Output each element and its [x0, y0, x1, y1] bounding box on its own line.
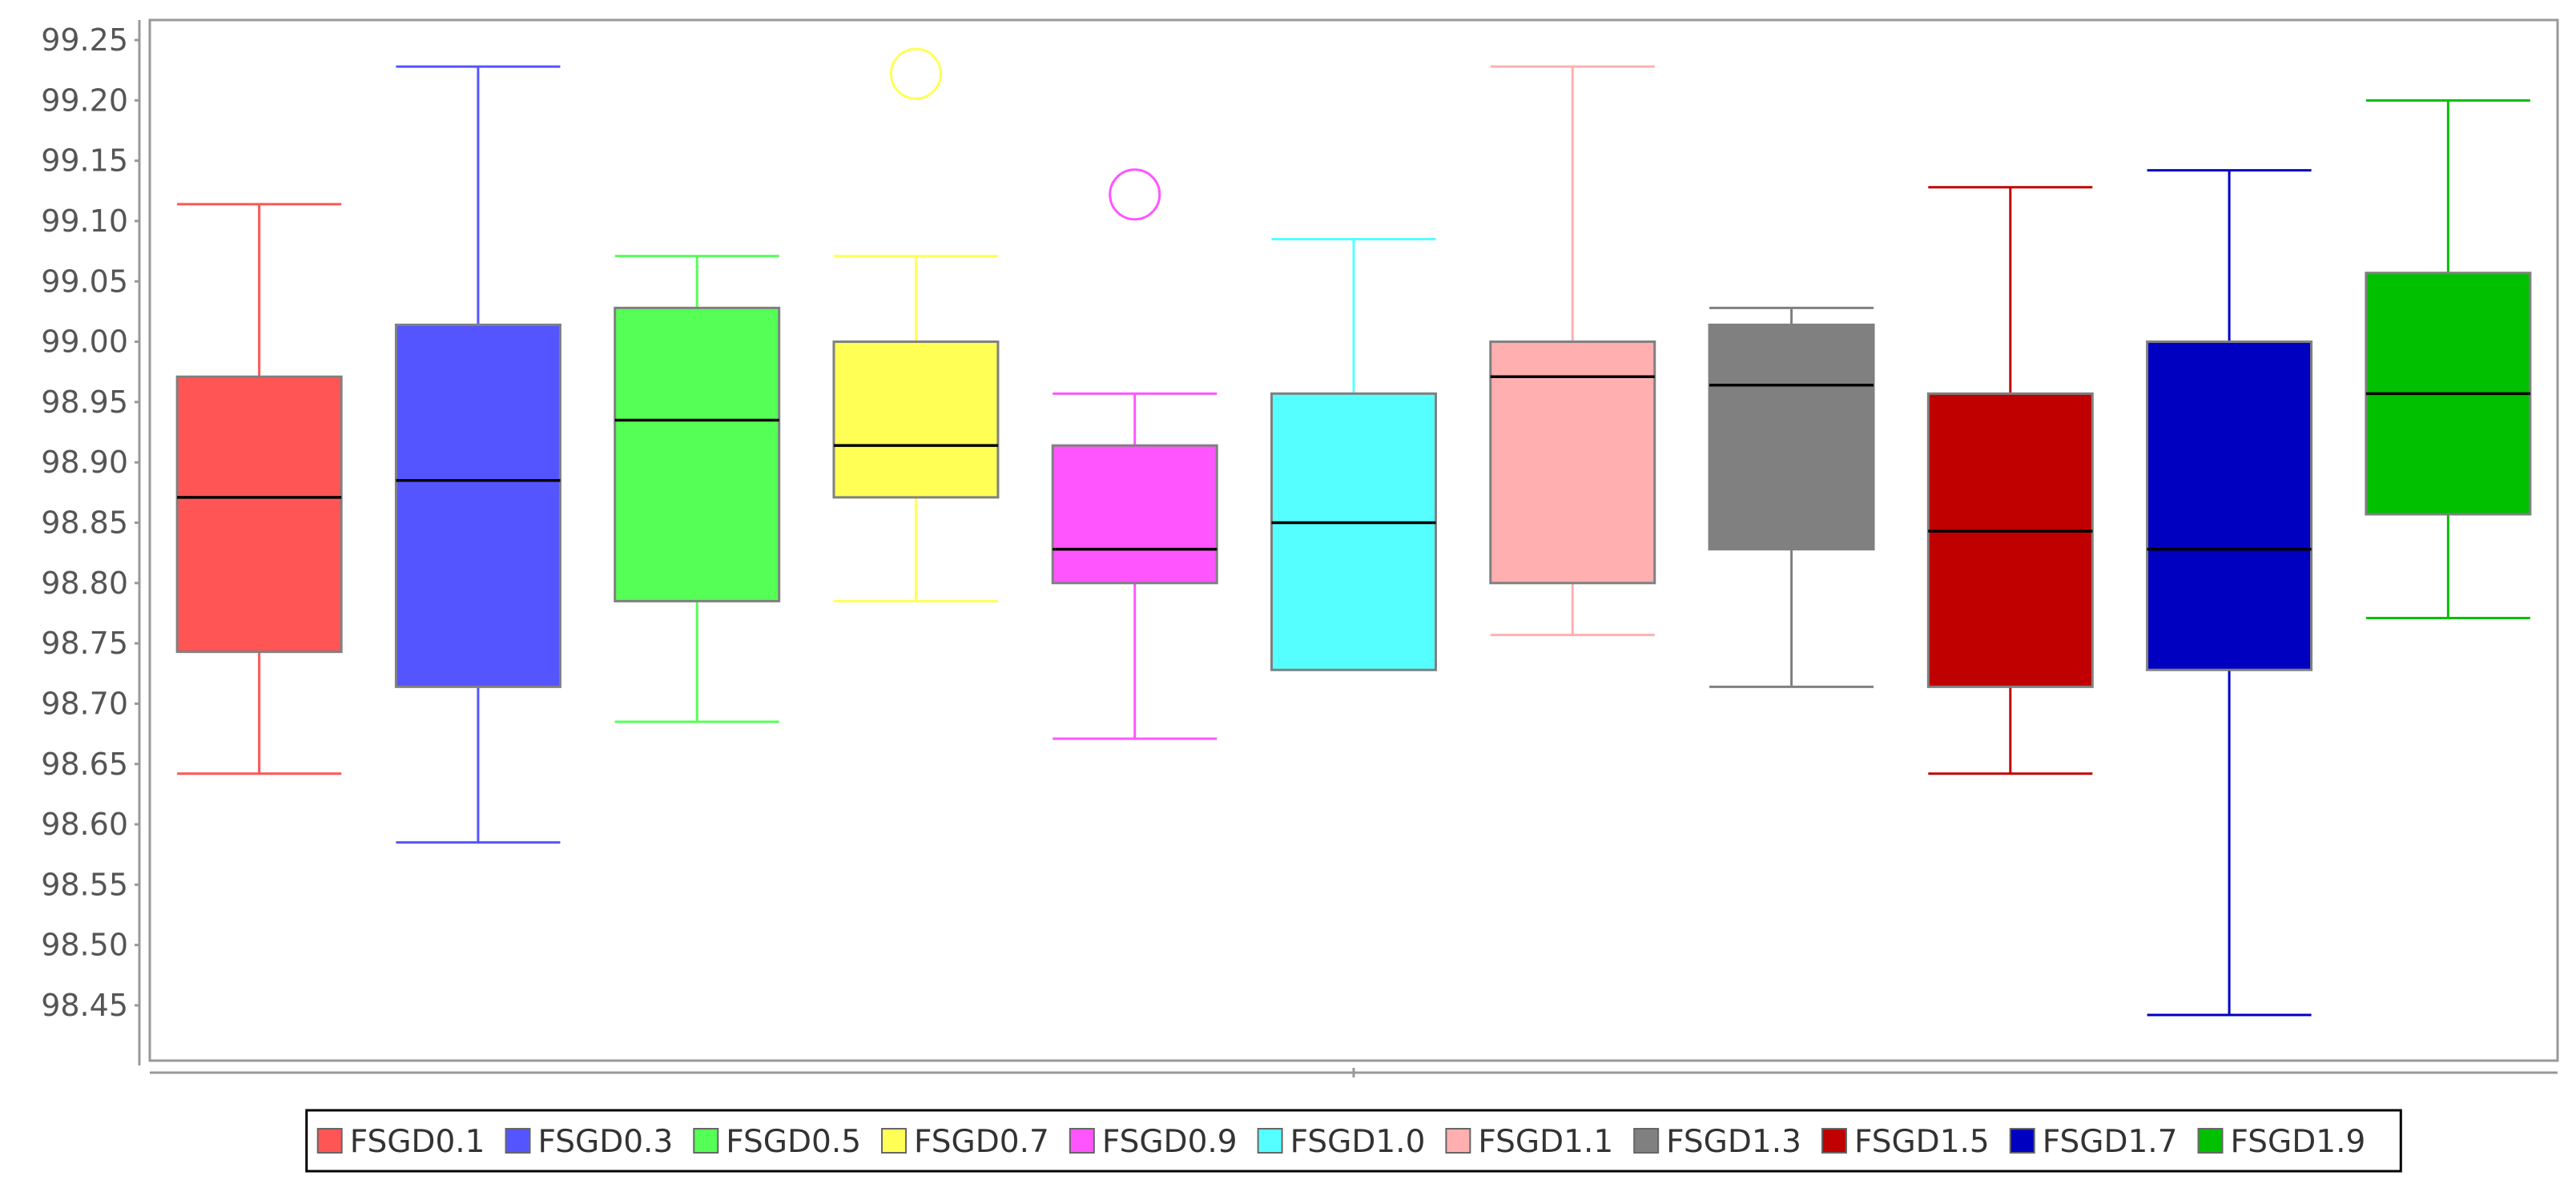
- iqr-box: [832, 340, 1000, 499]
- legend-swatch: [2197, 1128, 2224, 1154]
- iqr-box: [1708, 323, 1875, 551]
- legend-label: FSGD0.1: [350, 1124, 485, 1160]
- box-FSGD0.9: [1051, 168, 1218, 740]
- iqr-box: [175, 375, 343, 654]
- y-tick-label: 98.60: [41, 807, 128, 842]
- y-tick-label: 99.10: [41, 203, 128, 239]
- y-tick-label: 98.75: [41, 626, 128, 661]
- legend-item-FSGD0.5: FSGD0.5: [693, 1124, 861, 1160]
- legend-swatch: [2009, 1128, 2035, 1154]
- legend-label: FSGD0.5: [726, 1124, 861, 1160]
- iqr-box: [1926, 392, 2094, 688]
- legend-swatch: [1069, 1128, 1095, 1154]
- legend-item-FSGD0.1: FSGD0.1: [316, 1124, 485, 1160]
- legend-label: FSGD1.9: [2231, 1124, 2366, 1160]
- y-tick-label: 99.05: [41, 264, 128, 299]
- box-FSGD0.1: [175, 203, 343, 775]
- y-tick-label: 98.95: [41, 385, 128, 420]
- legend-item-FSGD1.1: FSGD1.1: [1445, 1124, 1613, 1160]
- iqr-box: [1051, 444, 1218, 585]
- legend-label: FSGD0.9: [1102, 1124, 1238, 1160]
- legend-item-FSGD1.3: FSGD1.3: [1633, 1124, 1801, 1160]
- legend-swatch: [693, 1128, 719, 1154]
- box-FSGD0.7: [832, 47, 1000, 602]
- iqr-box: [1489, 340, 1656, 585]
- iqr-box: [1270, 392, 1437, 671]
- y-tick-label: 99.15: [41, 143, 128, 179]
- box-FSGD1.7: [2146, 169, 2313, 1017]
- y-tick-label: 98.55: [41, 867, 128, 902]
- iqr-box: [2146, 340, 2313, 671]
- legend-swatch: [1445, 1128, 1471, 1154]
- box-FSGD1.0: [1270, 238, 1437, 671]
- box-series-group: [175, 47, 2532, 1017]
- legend-swatch: [1257, 1128, 1283, 1154]
- y-tick-label: 98.90: [41, 445, 128, 480]
- y-axis-ticks: 98.45 98.50 98.55 98.60 98.65 98.70 98.75 98.80…: [41, 22, 139, 1023]
- legend-item-FSGD1.0: FSGD1.0: [1257, 1124, 1426, 1160]
- legend-item-FSGD1.7: FSGD1.7: [2009, 1124, 2178, 1160]
- legend-label: FSGD1.1: [1478, 1124, 1613, 1160]
- y-tick-label: 98.85: [41, 505, 128, 541]
- iqr-box: [394, 323, 561, 688]
- legend-frame: [305, 1109, 2402, 1173]
- y-tick-label: 99.00: [41, 324, 128, 360]
- y-tick-label: 98.45: [41, 988, 128, 1023]
- y-tick-label: 99.20: [41, 83, 128, 118]
- legend: FSGD0.1 FSGD0.3 FSGD0.5 FSGD0.7 FSGD0.9 FSGD1…: [305, 1109, 2402, 1173]
- legend-swatch: [505, 1128, 531, 1154]
- legend-item-FSGD0.7: FSGD0.7: [881, 1124, 1049, 1160]
- legend-swatch: [1821, 1128, 1847, 1154]
- legend-swatch: [316, 1128, 343, 1154]
- y-tick-label: 98.65: [41, 747, 128, 782]
- box-FSGD1.3: [1708, 306, 1875, 688]
- legend-label: FSGD1.7: [2043, 1124, 2178, 1160]
- y-tick-label: 98.80: [41, 566, 128, 601]
- legend-item-FSGD1.9: FSGD1.9: [2197, 1124, 2366, 1160]
- box-FSGD1.5: [1926, 186, 2094, 775]
- iqr-box: [614, 306, 781, 602]
- legend-label: FSGD0.7: [914, 1124, 1049, 1160]
- box-FSGD1.1: [1489, 65, 1656, 637]
- y-tick-label: 98.50: [41, 928, 128, 963]
- legend-label: FSGD1.3: [1666, 1124, 1801, 1160]
- legend-item-FSGD1.5: FSGD1.5: [1821, 1124, 1990, 1160]
- legend-label: FSGD1.5: [1854, 1124, 1990, 1160]
- y-tick-label: 98.70: [41, 686, 128, 721]
- legend-label: FSGD0.3: [537, 1124, 673, 1160]
- box-FSGD0.5: [614, 255, 781, 723]
- legend-item-FSGD0.9: FSGD0.9: [1069, 1124, 1238, 1160]
- y-tick-label: 99.25: [41, 22, 128, 58]
- legend-swatch: [881, 1128, 908, 1154]
- legend-item-FSGD0.3: FSGD0.3: [505, 1124, 673, 1160]
- outlier-point: [1109, 168, 1161, 221]
- box-FSGD1.9: [2365, 99, 2532, 619]
- outlier-point: [889, 47, 942, 100]
- legend-label: FSGD1.0: [1290, 1124, 1426, 1160]
- legend-swatch: [1633, 1128, 1660, 1154]
- box-FSGD0.3: [394, 65, 561, 844]
